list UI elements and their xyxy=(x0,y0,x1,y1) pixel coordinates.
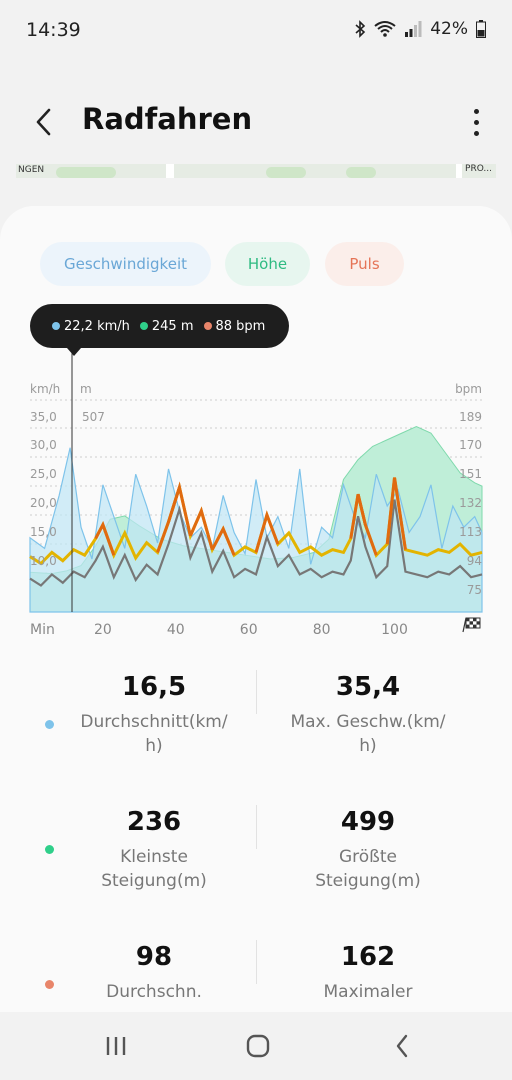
heart-rate-peak xyxy=(167,481,192,537)
nav-back-button[interactable] xyxy=(382,1030,422,1062)
stat-max-elevation: 499 Größte Steigung(m) xyxy=(268,805,468,893)
speed-dot-icon xyxy=(45,720,54,729)
heart-rate-dot-icon xyxy=(45,980,54,989)
y2-tick-label: 189 xyxy=(459,410,482,424)
map-label: NGEN xyxy=(18,165,45,175)
y-tick-label: 10,0 xyxy=(30,554,57,568)
status-bar: 14:39 42% xyxy=(0,0,512,64)
x-tick-label: 20 xyxy=(94,622,112,638)
divider xyxy=(256,670,257,714)
chip-altitude[interactable]: Höhe xyxy=(225,242,310,286)
tooltip-heart-rate: 88 bpm xyxy=(203,319,265,334)
y-tick-label: 15,0 xyxy=(30,525,57,539)
cadence-line xyxy=(29,499,483,587)
chart-tooltip: 22,2 km/h 245 m 88 bpm xyxy=(30,304,289,348)
y-tick-label: 35,0 xyxy=(30,410,57,424)
heart-rate-peak xyxy=(94,520,116,556)
chart-svg: km/h m bpm 507 35,0 30,0 25,0 20,0 15,0 10,0 189 17… xyxy=(29,352,483,638)
stats-speed-row: 16,5 Durchschnitt(km/h) 35,4 Max. Geschw… xyxy=(0,670,512,790)
heart-rate-dot-icon xyxy=(203,322,212,330)
chip-speed[interactable]: Geschwindigkeit xyxy=(40,242,211,286)
battery-percent: 42% xyxy=(430,19,468,39)
home-icon xyxy=(246,1034,270,1058)
stat-min-elevation: 236 Kleinste Steigung(m) xyxy=(54,805,254,893)
speed-dot-icon xyxy=(52,322,60,330)
stat-value: 16,5 xyxy=(121,672,187,702)
stat-label: Durchschn. xyxy=(106,982,202,1002)
altitude-top-label: 507 xyxy=(82,410,105,424)
back-button[interactable] xyxy=(24,102,64,142)
right-axis-unit: bpm xyxy=(455,382,482,396)
altitude-dot-icon xyxy=(139,322,148,330)
battery-icon xyxy=(476,20,486,38)
wifi-icon xyxy=(374,20,396,38)
stat-value: 499 xyxy=(340,807,396,837)
y-tick-label: 25,0 xyxy=(30,467,57,481)
y2-tick-label: 170 xyxy=(459,438,482,452)
y2-tick-label: 132 xyxy=(459,496,482,510)
x-axis-label: Min xyxy=(30,622,55,638)
app-header: Radfahren xyxy=(0,88,512,152)
stat-avg-heart-rate: 98 Durchschn. xyxy=(54,940,254,1004)
stat-value: 236 xyxy=(126,807,182,837)
stat-avg-speed: 16,5 Durchschnitt(km/h) xyxy=(54,670,254,758)
tooltip-pointer xyxy=(67,348,81,356)
recent-apps-icon xyxy=(106,1037,126,1055)
divider xyxy=(256,805,257,849)
stat-max-speed: 35,4 Max. Geschw.(km/h) xyxy=(268,670,468,758)
stat-max-heart-rate: 162 Maximaler xyxy=(268,940,468,1004)
left-axis-unit: km/h xyxy=(30,382,60,396)
x-tick-label: 100 xyxy=(381,622,408,638)
divider xyxy=(256,940,257,984)
stat-value: 162 xyxy=(340,942,396,972)
finish-flag-icon xyxy=(462,617,481,633)
altitude-dot-icon xyxy=(45,845,54,854)
y2-tick-label: 75 xyxy=(467,583,482,597)
tooltip-speed: 22,2 km/h xyxy=(52,319,130,334)
left-axis-unit-alt: m xyxy=(80,382,92,396)
map-label: PRO... xyxy=(465,164,492,174)
nav-back-icon xyxy=(396,1034,408,1058)
route-map[interactable]: NGEN PRO... xyxy=(16,164,496,178)
system-nav-bar xyxy=(0,1012,512,1080)
heart-rate-peak xyxy=(356,493,378,556)
x-tick-label: 40 xyxy=(167,622,185,638)
more-options-button[interactable] xyxy=(468,104,484,140)
stat-label: Kleinste Steigung(m) xyxy=(101,847,207,891)
more-dot-icon xyxy=(473,119,479,125)
stat-label: Maximaler xyxy=(323,982,413,1002)
heart-rate-peak xyxy=(210,525,236,556)
stats-heart-rate-row: 98 Durchschn. 162 Maximaler xyxy=(0,940,512,1012)
page-title: Radfahren xyxy=(82,102,253,136)
stat-value: 35,4 xyxy=(335,672,401,702)
y2-tick-label: 151 xyxy=(459,467,482,481)
back-arrow-icon xyxy=(36,108,51,136)
y-tick-label: 20,0 xyxy=(30,496,57,510)
status-time: 14:39 xyxy=(26,19,81,41)
y2-tick-label: 113 xyxy=(459,525,482,539)
signal-icon xyxy=(404,20,422,38)
stat-label: Max. Geschw.(km/h) xyxy=(290,712,446,756)
y2-tick-label: 94 xyxy=(467,554,482,568)
stat-label: Größte Steigung(m) xyxy=(315,847,421,891)
heart-rate-peak xyxy=(254,510,280,553)
workout-details-card: Geschwindigkeit Höhe Puls km/h m bpm 507 35,… xyxy=(0,206,512,1012)
stats-altitude-row: 236 Kleinste Steigung(m) 499 Größte Steigu… xyxy=(0,805,512,925)
tooltip-altitude: 245 m xyxy=(139,319,194,334)
heart-rate-peak xyxy=(189,506,214,551)
workout-chart[interactable]: km/h m bpm 507 35,0 30,0 25,0 20,0 15,0 10,0 189 17… xyxy=(0,300,512,640)
y-tick-label: 30,0 xyxy=(30,438,57,452)
chip-heart-rate[interactable]: Puls xyxy=(325,242,404,286)
x-tick-label: 80 xyxy=(313,622,331,638)
recent-apps-button[interactable] xyxy=(96,1030,136,1062)
bluetooth-icon xyxy=(354,20,366,38)
status-icons: 42% xyxy=(354,19,486,39)
more-dot-icon xyxy=(473,108,479,114)
x-tick-label: 60 xyxy=(240,622,258,638)
heart-rate-peak xyxy=(385,477,407,550)
more-dot-icon xyxy=(473,130,479,136)
stat-label: Durchschnitt(km/h) xyxy=(80,712,228,756)
home-button[interactable] xyxy=(238,1030,278,1062)
stat-value: 98 xyxy=(135,942,173,972)
